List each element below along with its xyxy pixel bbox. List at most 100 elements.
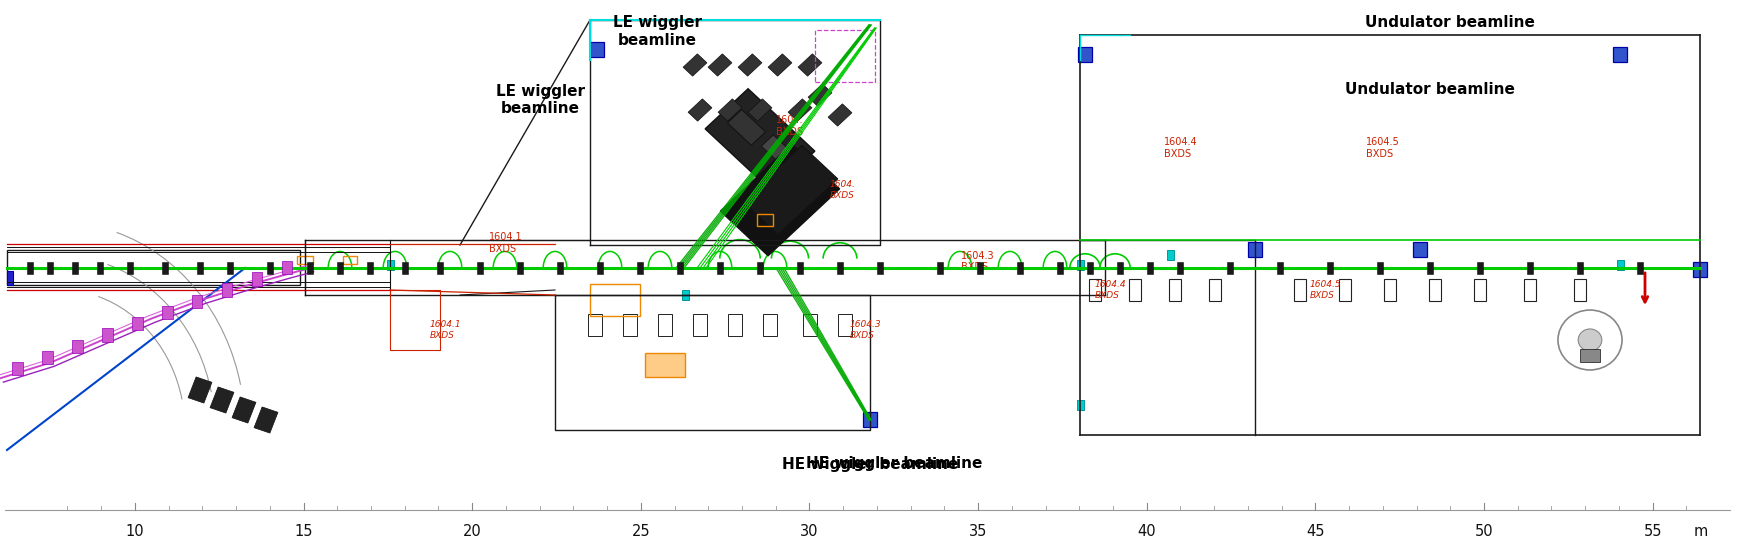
Text: 1604.1
BXDS: 1604.1 BXDS (490, 232, 523, 254)
Bar (210, 387, 234, 413)
Bar (1428, 262, 1433, 274)
Text: m: m (1694, 524, 1707, 536)
Bar (1209, 279, 1221, 301)
Bar (717, 262, 723, 274)
Bar (196, 262, 203, 274)
Text: 20: 20 (462, 524, 481, 536)
Bar (1581, 349, 1600, 362)
Bar (97, 262, 102, 274)
Bar (658, 314, 672, 336)
Bar (1087, 262, 1093, 274)
Text: 45: 45 (1306, 524, 1325, 536)
Bar (742, 145, 837, 235)
Bar (1527, 262, 1534, 274)
Bar (558, 262, 563, 274)
Bar (47, 262, 54, 274)
Bar (749, 99, 771, 121)
Bar (254, 407, 278, 433)
Bar (589, 284, 641, 316)
Bar (728, 314, 742, 336)
Bar (837, 262, 842, 274)
Bar (709, 54, 731, 76)
Bar (222, 284, 233, 297)
Text: HE wiggler beamline: HE wiggler beamline (782, 458, 959, 473)
Bar (281, 261, 292, 274)
Bar (761, 135, 792, 164)
Bar (228, 262, 233, 274)
Bar (127, 262, 134, 274)
Text: 10: 10 (125, 524, 144, 536)
Text: Undulator beamline: Undulator beamline (1344, 83, 1515, 98)
Bar (1636, 262, 1643, 274)
Bar (1129, 279, 1141, 301)
Text: 1604.5
BXDS: 1604.5 BXDS (1365, 137, 1400, 159)
Bar (802, 314, 816, 336)
Text: LE wiggler
beamline: LE wiggler beamline (613, 16, 702, 48)
Bar (757, 214, 773, 226)
Bar (1377, 262, 1383, 274)
Bar (252, 272, 262, 286)
Bar (598, 262, 603, 274)
Text: 35: 35 (969, 524, 987, 536)
Bar (936, 262, 943, 274)
Bar (191, 295, 203, 308)
Bar (344, 256, 356, 264)
Bar (1016, 262, 1023, 274)
Text: 30: 30 (801, 524, 818, 536)
Bar (1079, 47, 1093, 62)
Bar (589, 314, 601, 336)
Bar (478, 262, 483, 274)
Bar (976, 262, 983, 274)
Bar (438, 262, 443, 274)
Bar (233, 397, 255, 423)
Bar (815, 30, 875, 82)
Bar (877, 262, 882, 274)
Bar (808, 84, 832, 106)
Bar (28, 262, 33, 274)
Text: 55: 55 (1643, 524, 1662, 536)
Bar (839, 314, 851, 336)
Bar (683, 54, 707, 76)
Text: 25: 25 (632, 524, 650, 536)
Bar (644, 353, 684, 377)
Bar (717, 99, 742, 121)
Bar (162, 306, 172, 319)
Text: 40: 40 (1138, 524, 1157, 536)
Bar (1476, 262, 1483, 274)
Bar (307, 262, 313, 274)
Text: 1604.3
BXDS: 1604.3 BXDS (849, 321, 882, 340)
Bar (1146, 262, 1153, 274)
Bar (102, 329, 113, 341)
Bar (1077, 400, 1084, 410)
Bar (1430, 279, 1442, 301)
Bar (1475, 279, 1485, 301)
Bar (1384, 279, 1397, 301)
Bar (757, 262, 763, 274)
Bar (1169, 279, 1181, 301)
Bar (1089, 279, 1101, 301)
Bar (863, 412, 877, 427)
Bar (387, 259, 394, 270)
Bar (12, 362, 23, 375)
Bar (1523, 279, 1536, 301)
Bar (518, 262, 523, 274)
Bar (705, 89, 815, 191)
Bar (7, 271, 14, 285)
Bar (1617, 259, 1624, 270)
Bar (693, 314, 707, 336)
Bar (624, 314, 637, 336)
Bar (297, 256, 313, 264)
Bar (401, 262, 408, 274)
Text: LE wiggler
beamline: LE wiggler beamline (495, 84, 584, 116)
Bar (1226, 262, 1233, 274)
Text: 1604.
BXDS: 1604. BXDS (830, 180, 856, 200)
Text: 1604.5
BXDS: 1604.5 BXDS (1310, 280, 1341, 300)
Bar (768, 54, 792, 76)
Bar (267, 262, 273, 274)
Bar (1294, 279, 1306, 301)
Bar (1694, 263, 1707, 277)
Bar (728, 109, 766, 145)
Bar (337, 262, 342, 274)
Bar (1167, 250, 1174, 260)
Bar (71, 339, 83, 353)
